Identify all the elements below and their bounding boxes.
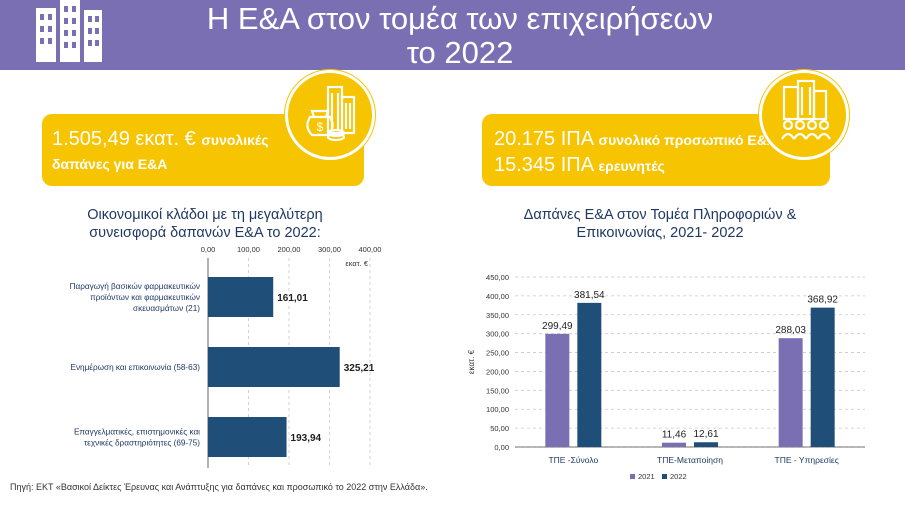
researchers-value: 15.345 ΙΠΑ [494,154,593,176]
bar-2021 [778,338,803,447]
right-chart-title-line2: Επικοινωνίας, 2021- 2022 [576,225,744,241]
x-tick-label: 0,00 [201,245,216,254]
x-tick-label: 200,00 [278,245,301,254]
researchers-label: ερευνητές [598,158,665,174]
y-tick-label: 100,00 [486,405,509,414]
legend-label: 2022 [670,472,687,481]
bar-value-label: 193,94 [291,433,322,444]
bar-value-label: 299,49 [542,321,573,332]
source-note: Πηγή: ΕΚΤ «Βασικοί Δείκτες Έρευνας και Α… [10,482,428,492]
category-label: προϊόντων και φαρμακευτικών [90,293,200,302]
bar-value-label: 288,03 [775,325,806,336]
bar-value-label: 12,61 [693,429,718,440]
money-bag-city-icon: $ [285,70,375,160]
y-tick-label: 300,00 [486,330,509,339]
total-personnel-label: συνολικό προσωπικό Ε&Α [598,132,777,148]
y-tick-label: 200,00 [486,367,509,376]
office-buildings-icon [36,0,102,62]
left-chart-title-line2: συνεισφορά δαπανών Ε&Α το 2022: [89,225,321,241]
bar [208,277,274,317]
category-label: σκευασμάτων (21) [133,304,200,313]
y-tick-label: 350,00 [486,311,509,320]
total-personnel-value: 20.175 ΙΠΑ [494,128,593,150]
bar-value-label: 381,54 [574,290,605,301]
page-title-line1: Η Ε&Α στον τομέα των επιχειρήσεων [206,1,714,36]
building-people-icon [759,70,849,160]
y-axis-label: εκατ. € [467,349,476,374]
x-tick-label: 100,00 [237,245,260,254]
bar-value-label: 325,21 [344,363,375,374]
bar [208,417,287,457]
y-tick-label: 450,00 [486,273,509,282]
category-label: ΤΠΕ -Σύνολο [548,455,598,465]
bar-2022 [810,307,835,447]
category-label: τεχνικές δραστηριότητες (69-75) [84,439,200,448]
legend-swatch-2022 [662,474,667,479]
sector-expenditure-chart: 0,00 100,00 200,00 300,00 400,00 εκατ. € 161,0… [70,245,382,468]
page-title-line2: το 2022 [406,35,514,70]
bar [208,347,340,387]
legend-swatch-2021 [630,474,635,479]
bar-value-label: 11,46 [662,430,687,441]
category-label: ΤΠΕ - Υπηρεσίες [775,455,839,465]
y-tick-label: 50,00 [490,424,509,433]
y-tick-label: 150,00 [486,386,509,395]
total-expenditure-label: συνολικές [201,132,269,148]
y-tick-label: 250,00 [486,349,509,358]
bar-2021 [545,333,570,447]
left-chart-title: Οικονομικοί κλάδοι με τη μεγαλύτερη συνε… [40,206,370,242]
category-label: Ενημέρωση και επικοινωνία (58-63) [70,363,200,372]
total-expenditure-label2: δαπάνες για Ε&Α [52,156,168,172]
category-label: Επαγγελματικές, επιστημονικές και [74,428,200,437]
left-chart-title-line1: Οικονομικοί κλάδοι με τη μεγαλύτερη [87,207,323,223]
bar-value-label: 161,01 [277,293,308,304]
header-banner: Η Ε&Α στον τομέα των επιχειρήσεων το 202… [0,0,905,70]
x-tick-label: 300,00 [318,245,341,254]
ict-expenditure-chart: 0,00 50,00 100,00 150,00 200,00 250,00 300,00 3… [467,273,865,481]
bar-value-label: 368,92 [807,295,838,306]
y-tick-label: 0,00 [494,443,509,452]
y-tick-label: 400,00 [486,292,509,301]
category-label: ΤΠΕ-Μεταποίηση [657,455,723,465]
legend-label: 2021 [638,472,655,481]
bar-2021 [662,442,686,447]
bar-2022 [577,302,602,447]
right-chart-title-line1: Δαπάνες Ε&Α στον Τομέα Πληροφοριών & [523,207,797,223]
x-axis-unit: εκατ. € [345,259,368,268]
bar-2022 [694,442,718,447]
right-chart-title: Δαπάνες Ε&Α στον Τομέα Πληροφοριών & Επι… [480,206,840,242]
total-expenditure-value: 1.505,49 εκατ. € [52,128,196,150]
svg-text:$: $ [317,120,324,134]
x-tick-label: 400,00 [359,245,382,254]
category-label: Παραγωγή βασικών φαρμακευτικών [70,282,200,291]
